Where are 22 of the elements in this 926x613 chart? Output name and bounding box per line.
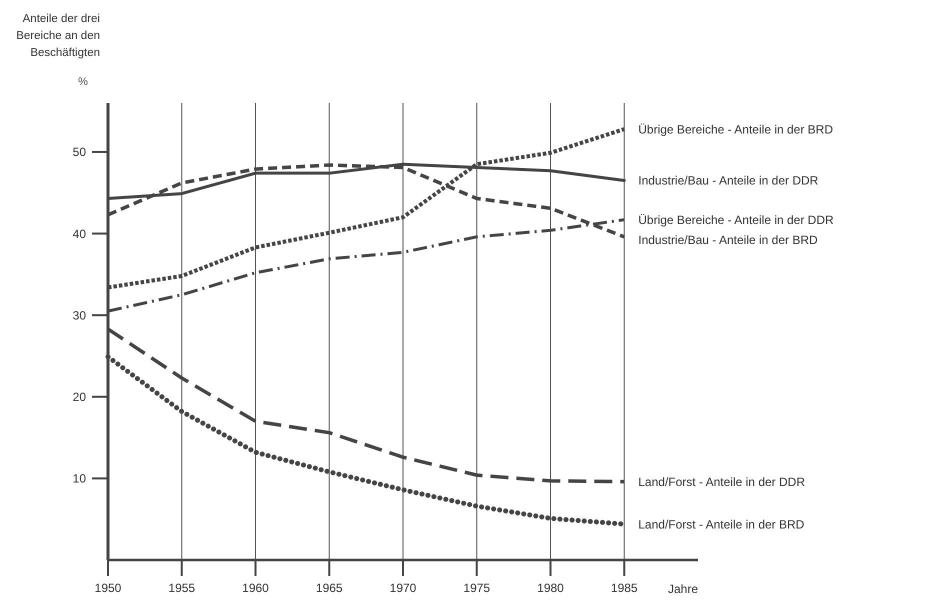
x-tick-label: 1950	[94, 581, 122, 595]
series-label: Land/Forst - Anteile in der BRD	[638, 517, 805, 532]
y-tick-label: 30	[72, 308, 86, 322]
x-tick-label: 1970	[390, 581, 417, 595]
y-tick-label: 10	[72, 472, 86, 486]
x-tick-label: 1955	[168, 581, 196, 595]
series-label: Übrige Bereiche - Anteile in der DDR	[638, 212, 834, 227]
x-tick-label: 1975	[463, 581, 490, 595]
x-tick-label: 1985	[610, 581, 638, 595]
series-label: Land/Forst - Anteile in der DDR	[638, 474, 806, 489]
y-tick-label: 20	[72, 390, 86, 404]
x-tick-label: 1980	[537, 581, 564, 595]
series-label: Industrie/Bau - Anteile in der DDR	[638, 174, 819, 188]
x-axis-title: Jahre	[668, 582, 698, 596]
series-label: Industrie/Bau - Anteile in der BRD	[638, 232, 818, 247]
y-tick-label: 50	[72, 145, 86, 160]
series-label: Übrige Bereiche - Anteile in der BRD	[638, 122, 834, 136]
y-tick-label: 40	[72, 226, 86, 241]
x-tick-label: 1965	[316, 581, 343, 595]
y-axis-title: Anteile der drei Bereiche an den Beschäftigten	[16, 13, 100, 59]
x-tick-label: 1960	[242, 581, 270, 595]
text: %	[78, 76, 88, 88]
